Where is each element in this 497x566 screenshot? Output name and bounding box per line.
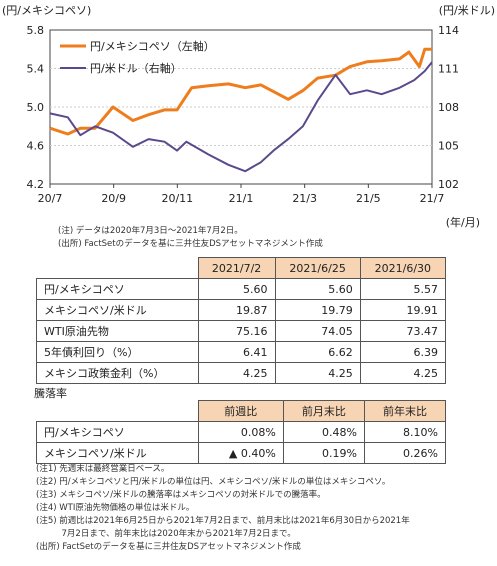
right-tick-label: 102 [438, 178, 459, 191]
row-label: 5年債利回り（%） [36, 341, 199, 363]
table-cell: 0.48% [282, 421, 365, 443]
table-row: メキシコペソ/米ドル ▲ 0.40% 0.19% 0.26% [36, 442, 447, 464]
row-label: 円/メキシコペソ [36, 421, 199, 443]
left-tick-label: 4.2 [27, 178, 45, 191]
series-line [49, 61, 433, 173]
table-cell: 0.26% [363, 442, 447, 464]
x-tick-label: 21/1 [229, 192, 254, 205]
right-tick-label: 114 [438, 24, 459, 37]
x-tick-label: 20/7 [38, 192, 63, 205]
table-cell: 0.08% [197, 421, 284, 443]
table-cell: 5.57 [359, 278, 447, 300]
left-tick-label: 5.8 [27, 24, 45, 37]
table-header-row: 2021/7/2 2021/6/25 2021/6/30 [36, 257, 447, 279]
x-tick-label: 21/5 [356, 192, 381, 205]
footnote: (注3) メキシコペソ/米ドルの騰落率はメキシコペソの対米ドルでの騰落率。 [36, 490, 326, 500]
footnote: (注1) 先週末は最終営業日ベース。 [36, 464, 170, 474]
row-label: 円/メキシコペソ [36, 278, 199, 300]
plot-area: 5.8 5.4 5.0 4.6 4.2 114 111 108 105 102 20/7 20/9 20… [27, 24, 460, 205]
footnote: (注4) WTI原油先物価格の単位は米ドル。 [36, 503, 195, 513]
row-label: メキシコペソ/米ドル [36, 442, 199, 464]
table-header: 前年末比 [363, 400, 447, 422]
table-cell: 5.60 [274, 278, 361, 300]
fx-line-chart: (円/メキシコペソ) (円/米ドル) (年/月) 5.8 5.4 5.0 4.6 4.2… [2, 4, 495, 229]
table-header: 前月末比 [282, 400, 365, 422]
table-header: 前週比 [197, 400, 284, 422]
change-table: 前週比 前月末比 前年末比 円/メキシコペソ 0.08% 0.48% 8.10% メキシ… [36, 400, 447, 464]
chart-note: (注) データは2020年7月3日～2021年7月2日。 [58, 226, 243, 236]
series-line [49, 47, 432, 136]
x-tick-label: 20/11 [161, 192, 193, 205]
table-cell: 19.91 [359, 299, 447, 321]
x-tick-label: 21/3 [292, 192, 317, 205]
table-corner [36, 400, 199, 422]
table-cell: 6.41 [197, 341, 276, 363]
right-tick-label: 105 [438, 140, 459, 153]
table-row: WTI原油先物 75.16 74.05 73.47 [36, 320, 447, 342]
row-label: メキシコペソ/米ドル [36, 299, 199, 321]
table-cell: 4.25 [197, 362, 276, 384]
table-cell: 4.25 [359, 362, 447, 384]
left-tick-label: 5.4 [27, 63, 45, 76]
table-cell: 6.62 [274, 341, 361, 363]
table-cell: 74.05 [274, 320, 361, 342]
table-header: 2021/6/25 [274, 257, 361, 279]
table-cell: 6.39 [359, 341, 447, 363]
right-tick-label: 108 [438, 101, 459, 114]
footnote: 7月2日まで、前年末比は2020年末から2021年7月2日まで。 [36, 529, 296, 539]
footnote: (注5) 前週比は2021年6月25日から2021年7月2日まで、前月末比は20… [36, 516, 410, 526]
table-cell: 75.16 [197, 320, 276, 342]
left-axis-unit: (円/メキシコペソ) [2, 4, 91, 17]
x-axis-unit: (年/月) [446, 215, 480, 229]
table-cell: 0.19% [282, 442, 365, 464]
table-row: 円/メキシコペソ 5.60 5.60 5.57 [36, 278, 447, 300]
table-cell: 8.10% [363, 421, 447, 443]
legend-label: 円/米ドル（右軸） [90, 61, 182, 75]
change-table-title: 騰落率 [34, 387, 67, 400]
table-row: 円/メキシコペソ 0.08% 0.48% 8.10% [36, 421, 447, 443]
table-cell: 19.79 [274, 299, 361, 321]
table-header-row: 前週比 前月末比 前年末比 [36, 400, 447, 422]
x-tick-label: 21/7 [420, 192, 445, 205]
x-tick-label: 20/9 [101, 192, 126, 205]
table-cell: 5.60 [197, 278, 276, 300]
table-cell: 19.87 [197, 299, 276, 321]
table-header: 2021/6/30 [359, 257, 447, 279]
table-cell: ▲ 0.40% [197, 442, 284, 464]
market-table: 2021/7/2 2021/6/25 2021/6/30 円/メキシコペソ 5.6… [36, 257, 447, 384]
table-row: 5年債利回り（%） 6.41 6.62 6.39 [36, 341, 447, 363]
row-label: WTI原油先物 [36, 320, 199, 342]
chart-source: (出所) FactSetのデータを基に三井住友DSアセットマネジメント作成 [58, 239, 323, 249]
right-tick-label: 111 [438, 63, 459, 76]
row-label: メキシコ政策金利（%） [36, 362, 199, 384]
table-cell: 73.47 [359, 320, 447, 342]
table-row: メキシコペソ/米ドル 19.87 19.79 19.91 [36, 299, 447, 321]
table-corner [36, 257, 199, 279]
table-row: メキシコ政策金利（%） 4.25 4.25 4.25 [36, 362, 447, 384]
table-cell: 4.25 [274, 362, 361, 384]
table-header: 2021/7/2 [197, 257, 276, 279]
right-axis-unit: (円/米ドル) [439, 4, 495, 17]
left-tick-label: 5.0 [27, 101, 45, 114]
footnote: (注2) 円/メキシコペソと円/米ドルの単位は円、メキシコペソ/米ドルの単位はメ… [36, 477, 391, 487]
legend-label: 円/メキシコペソ（左軸） [90, 39, 215, 53]
left-tick-label: 4.6 [27, 140, 45, 153]
footnote: (出所) FactSetのデータを基に三井住友DSアセットマネジメント作成 [36, 542, 301, 552]
